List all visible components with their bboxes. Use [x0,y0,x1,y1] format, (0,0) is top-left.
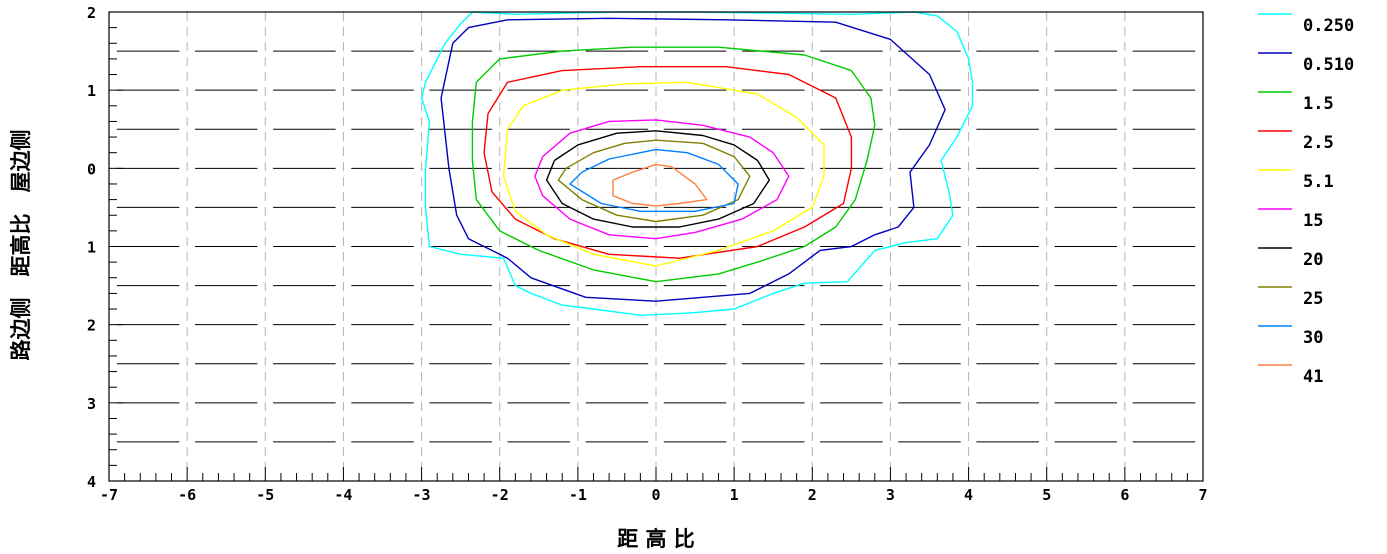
contour-line-6 [534,119,790,240]
legend-label: 0.510 [1303,55,1354,75]
tick-layer: -7 -6 -5 -4 -3 -2 -1 0 1 2 3 4 5 6 7 2 1 0 1 2 3 4 [87,4,1208,504]
x-tick-label: -5 [256,486,274,504]
contour-line-2 [440,17,946,302]
x-tick-label: -4 [334,486,352,504]
legend-label: 15 [1303,211,1323,231]
x-tick-label: -6 [178,486,196,504]
legend-label: 20 [1303,250,1323,270]
legend-label: 25 [1303,289,1323,309]
x-tick-label: -1 [569,486,587,504]
y-tick-label: 3 [87,395,96,413]
x-axis-title: 距 高 比 [617,527,695,551]
grid-layer [116,12,1196,481]
contour-line-3 [471,46,876,283]
x-tick-label: -7 [100,486,118,504]
legend-label: 41 [1303,367,1323,387]
legend-label: 1.5 [1303,94,1334,114]
legend-label: 5.1 [1303,172,1334,192]
legend-label: 2.5 [1303,133,1334,153]
contour-line-1 [420,11,974,316]
x-tick-label: -2 [491,486,509,504]
y-tick-label: 1 [87,82,96,100]
x-tick-label: 7 [1198,486,1207,504]
legend: 0.250 0.510 1.5 2.5 5.1 15 20 25 30 41 [1258,13,1354,387]
contour-line-7 [545,130,770,228]
x-tick-label: 3 [886,486,895,504]
y-tick-label: 0 [87,160,96,178]
contour-line-8 [557,139,751,223]
contour-line-9 [569,148,739,213]
y-tick-label: 1 [87,239,96,257]
y-tick-label: 4 [87,473,96,491]
contour-line-5 [502,81,825,267]
x-tick-label: 1 [730,486,739,504]
x-tick-label: 6 [1120,486,1129,504]
y-tick-label: 2 [87,317,96,335]
x-tick-label: 2 [808,486,817,504]
legend-label: 0.250 [1303,16,1354,36]
x-tick-label: 5 [1042,486,1051,504]
y-tick-label: 2 [87,4,96,22]
y-axis-title: 路边侧 距高比 屋边侧 [9,130,33,361]
contour-line-4 [483,65,853,259]
x-tick-label: -3 [413,486,431,504]
contour-line-10 [612,163,708,207]
legend-label: 30 [1303,328,1323,348]
x-tick-label: 4 [964,486,973,504]
contour-layer [420,11,974,316]
x-tick-label: 0 [651,486,660,504]
